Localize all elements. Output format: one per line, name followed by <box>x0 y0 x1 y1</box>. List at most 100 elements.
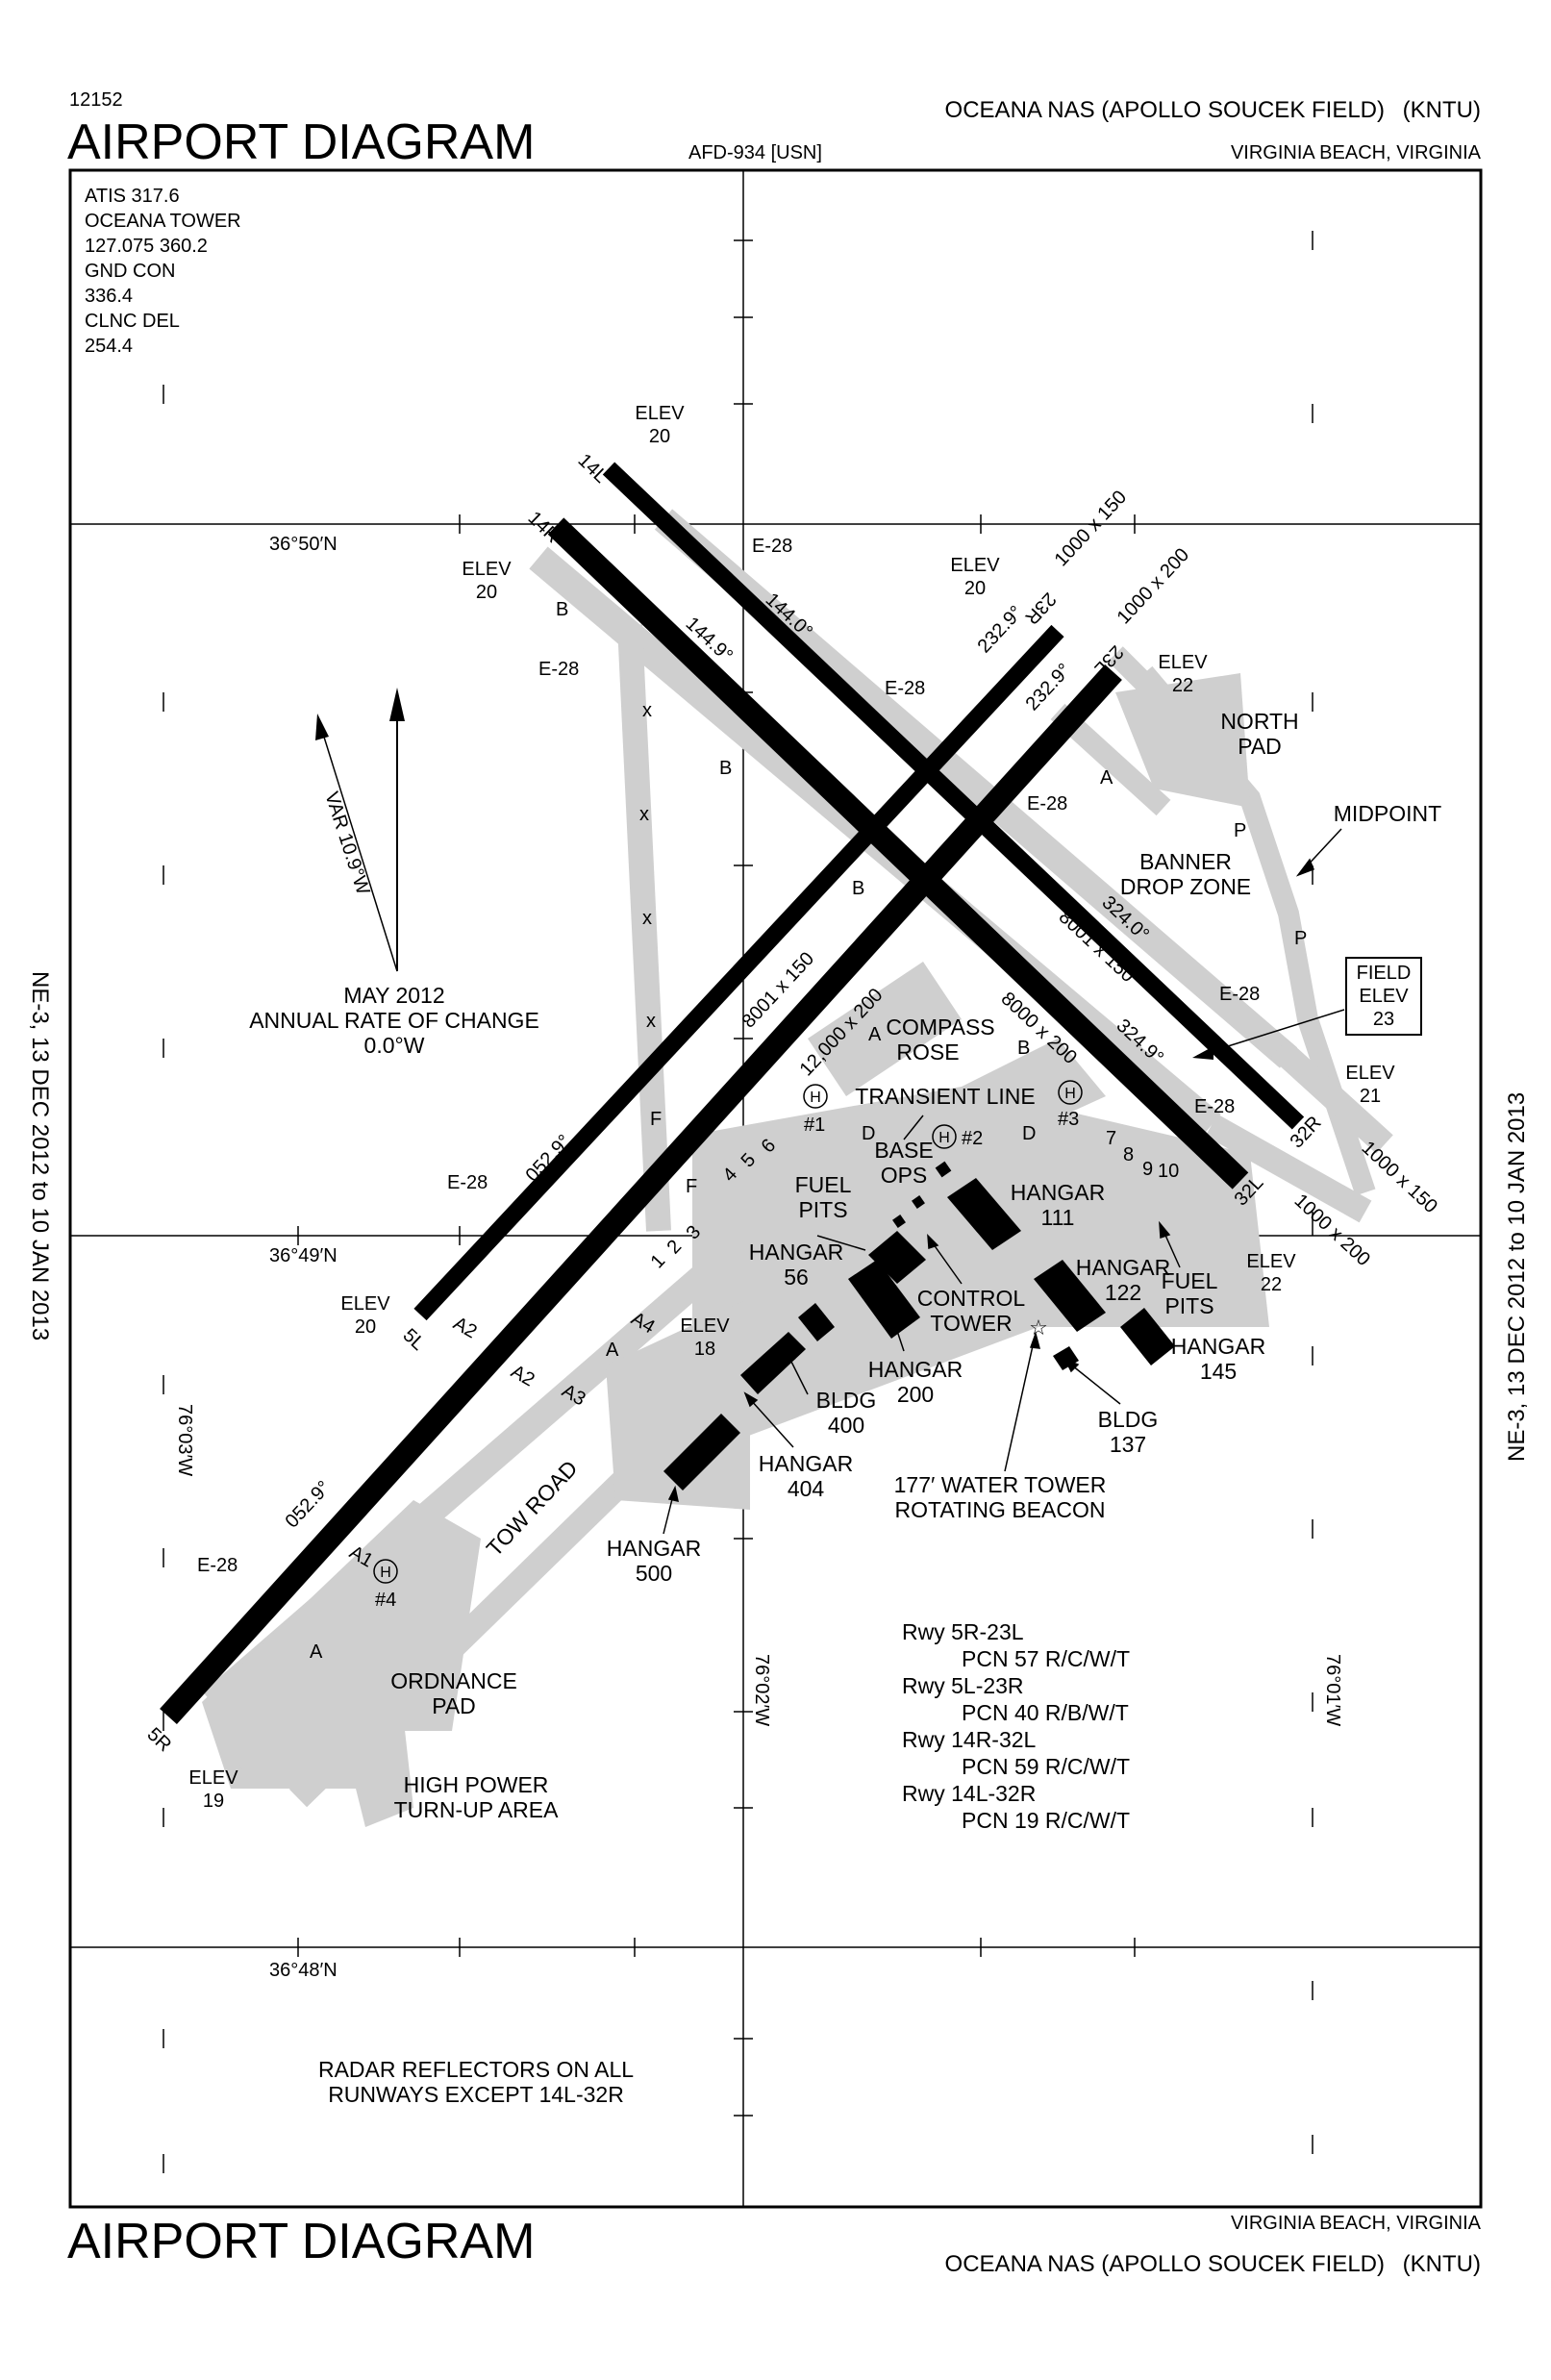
svg-text:145: 145 <box>1200 1359 1237 1384</box>
svg-text:E-28: E-28 <box>1194 1096 1235 1117</box>
svg-text:500: 500 <box>636 1561 672 1586</box>
lon-03: 76°03′W <box>174 1404 195 1476</box>
high-power-label: HIGH POWER <box>404 1772 549 1797</box>
svg-text:ELEV: ELEV <box>680 1315 730 1337</box>
svg-text:A: A <box>310 1641 323 1663</box>
runway-5l-23r <box>413 624 1064 1321</box>
svg-text:ELEV: ELEV <box>950 555 1000 576</box>
svg-text:Rwy 5L-23R: Rwy 5L-23R <box>902 1673 1024 1698</box>
runway-5r-23l <box>160 664 1122 1725</box>
svg-text:x: x <box>646 1011 656 1032</box>
true-north-icon <box>389 688 405 721</box>
svg-text:137: 137 <box>1110 1432 1146 1457</box>
rwy-5l-label: 5L <box>399 1325 429 1355</box>
airport-name: OCEANA NAS (APOLLO SOUCEK FIELD) <box>945 97 1385 123</box>
hdg-052-9-b: 052.9° <box>282 1477 336 1532</box>
svg-text:Rwy 14L-32R: Rwy 14L-32R <box>902 1781 1036 1806</box>
svg-text:x: x <box>639 804 649 825</box>
svg-text:A2: A2 <box>508 1361 538 1390</box>
svg-text:400: 400 <box>828 1413 864 1438</box>
runway-14l-32r <box>602 462 1305 1130</box>
svg-text:ELEV: ELEV <box>462 559 512 580</box>
field-elevation: FIELD ELEV 23 <box>1192 957 1422 1060</box>
hangar-200 <box>848 1260 920 1339</box>
svg-text:H: H <box>938 1130 950 1146</box>
control-tower-label: CONTROL <box>917 1286 1026 1311</box>
svg-text:GND CON: GND CON <box>85 261 175 282</box>
svg-text:9: 9 <box>1142 1159 1153 1180</box>
transient-line-label: TRANSIENT LINE <box>855 1084 1035 1109</box>
svg-text:x: x <box>642 700 652 721</box>
svg-text:ELEV: ELEV <box>340 1293 390 1315</box>
svg-text:MAY 2012: MAY 2012 <box>343 983 444 1008</box>
hangar-56 <box>868 1231 926 1284</box>
svg-text:PCN 19 R/C/W/T: PCN 19 R/C/W/T <box>962 1808 1130 1833</box>
magnetic-variation: VAR 10.9°W MAY 2012 ANNUAL RATE OF CHANG… <box>249 688 539 1058</box>
arresting-gear-labels: E-28 E-28 E-28 E-28 E-28 E-28 E-28 E-28 <box>197 536 1260 1576</box>
airport-ident: (KNTU) <box>1403 97 1481 123</box>
svg-text:PAD: PAD <box>432 1693 476 1718</box>
bldg-400-label: BLDG <box>816 1388 877 1413</box>
svg-text:ELEV: ELEV <box>1246 1251 1296 1272</box>
helipad-4-icon <box>373 1559 398 1584</box>
svg-text:7: 7 <box>1106 1128 1116 1149</box>
svg-text:OPS: OPS <box>881 1163 928 1188</box>
svg-text:D: D <box>862 1123 875 1144</box>
midpoint-label: MIDPOINT <box>1334 801 1441 826</box>
water-tower-label: 177′ WATER TOWER <box>894 1472 1107 1497</box>
svg-text:19: 19 <box>203 1791 224 1812</box>
svg-text:E-28: E-28 <box>197 1555 238 1576</box>
svg-text:8: 8 <box>1123 1144 1134 1165</box>
svg-text:E-28: E-28 <box>538 659 579 680</box>
svg-text:PCN 59 R/C/W/T: PCN 59 R/C/W/T <box>962 1754 1130 1779</box>
svg-text:CLNC DEL: CLNC DEL <box>85 311 180 332</box>
svg-text:P: P <box>1294 928 1307 949</box>
hangar-111 <box>947 1178 1021 1250</box>
leader-arrows <box>663 828 1342 1535</box>
hangar-145 <box>1120 1308 1175 1365</box>
svg-text:E-28: E-28 <box>447 1172 488 1193</box>
svg-text:x: x <box>642 908 652 929</box>
buildings <box>663 1161 1175 1491</box>
svg-text:PCN 57 R/C/W/T: PCN 57 R/C/W/T <box>962 1646 1130 1671</box>
svg-text:B: B <box>1017 1038 1030 1059</box>
svg-text:B: B <box>719 758 732 779</box>
side-label-left: NE-3, 13 DEC 2012 to 10 JAN 2013 <box>27 971 53 1340</box>
lon-01: 76°01′W <box>1322 1654 1343 1726</box>
hangar-56-label: HANGAR <box>749 1240 843 1265</box>
svg-text:Rwy 5R-23L: Rwy 5R-23L <box>902 1619 1024 1644</box>
svg-text:DROP ZONE: DROP ZONE <box>1120 874 1251 899</box>
hangar-122-label: HANGAR <box>1076 1255 1170 1280</box>
fuel-pits-west-label: FUEL <box>795 1172 852 1197</box>
dim-23l: 1000 x 200 <box>1113 544 1194 628</box>
control-tower-mark <box>935 1161 952 1178</box>
lon-02: 76°02′W <box>751 1654 772 1726</box>
svg-text:0.0°W: 0.0°W <box>364 1033 425 1058</box>
svg-text:ATIS 317.6: ATIS 317.6 <box>85 186 180 207</box>
svg-text:TOWER: TOWER <box>930 1311 1012 1336</box>
svg-text:RUNWAYS EXCEPT 14L-32R: RUNWAYS EXCEPT 14L-32R <box>328 2082 624 2107</box>
magnetic-north-icon <box>315 714 329 740</box>
runways <box>160 462 1305 1725</box>
svg-text:P: P <box>1234 820 1246 841</box>
banner-drop-zone-label: BANNER <box>1139 849 1232 874</box>
svg-text:ROSE: ROSE <box>896 1040 959 1065</box>
svg-text:20: 20 <box>649 426 670 447</box>
svg-text:H: H <box>1064 1086 1076 1102</box>
svg-text:ELEV: ELEV <box>188 1767 238 1789</box>
footer-ident: (KNTU) <box>1403 2251 1481 2277</box>
feature-labels: NORTH PAD MIDPOINT BANNER DROP ZONE COMP… <box>318 709 1441 2107</box>
hangar-500-label: HANGAR <box>607 1536 701 1561</box>
afd-reference: AFD-934 [USN] <box>688 142 822 163</box>
base-ops-label: BASE <box>874 1138 933 1163</box>
helipad-1-icon <box>803 1084 828 1109</box>
svg-text:PITS: PITS <box>798 1197 847 1222</box>
svg-text:ROTATING BEACON: ROTATING BEACON <box>895 1497 1106 1522</box>
hdg-232-9-a: 232.9° <box>974 602 1028 657</box>
north-pad-label: NORTH <box>1220 709 1298 734</box>
dim-23r: 1000 x 150 <box>1051 487 1132 570</box>
lat-50: 36°50′N <box>269 534 338 555</box>
svg-text:PCN 40 R/B/W/T: PCN 40 R/B/W/T <box>962 1700 1129 1725</box>
svg-text:56: 56 <box>784 1265 809 1290</box>
hangar-145-label: HANGAR <box>1171 1334 1265 1359</box>
